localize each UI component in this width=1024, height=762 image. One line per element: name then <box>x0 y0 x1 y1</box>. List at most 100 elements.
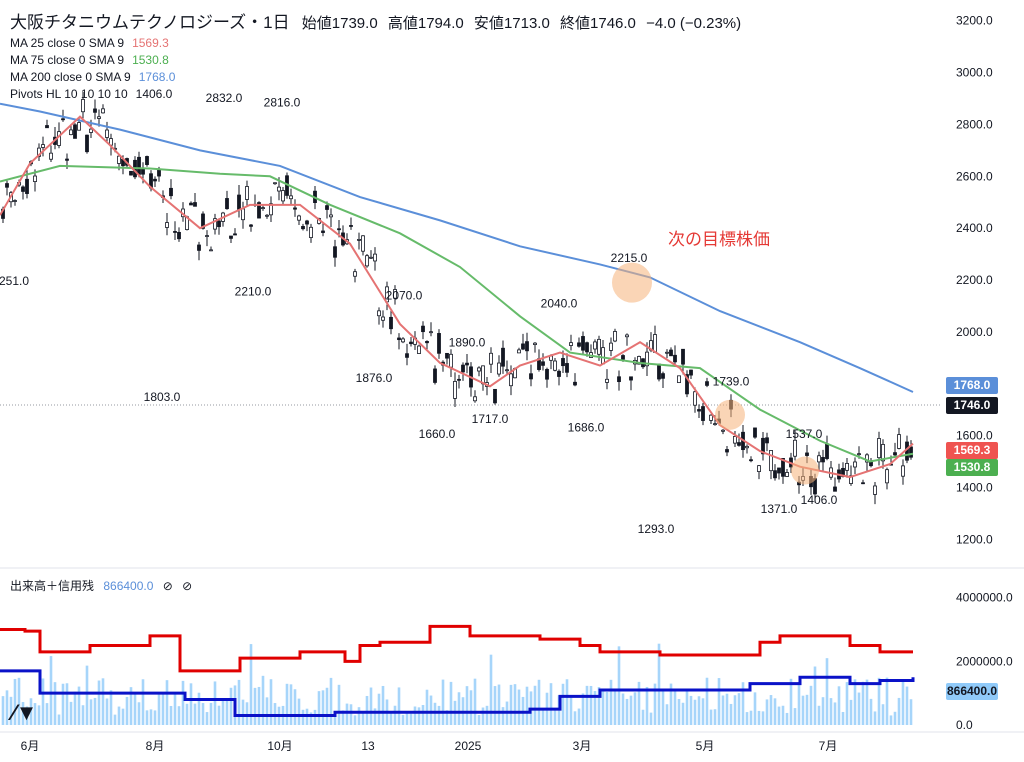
open-label: 始値 <box>301 15 332 32</box>
volume-bar <box>269 679 273 725</box>
volume-bar <box>873 711 877 725</box>
price-tick-label: 2600.0 <box>956 169 993 183</box>
pivot-label: 2816.0 <box>264 95 301 109</box>
high-label: 高値 <box>387 15 418 32</box>
volume-bar <box>185 703 189 725</box>
volume-bar <box>145 710 149 725</box>
volume-bar <box>169 705 173 725</box>
candle-body <box>845 463 849 471</box>
indicator-label: MA 75 close 0 SMA 9 <box>10 53 125 67</box>
candle-body <box>833 486 837 492</box>
volume-bar <box>853 679 857 725</box>
volume-bar <box>313 709 317 725</box>
volume-bar <box>433 702 437 725</box>
low-value: 1713.0 <box>503 15 550 32</box>
volume-bar <box>837 686 841 725</box>
volume-bar <box>717 678 721 725</box>
volume-bar <box>553 709 557 725</box>
candle-body <box>501 347 505 367</box>
volume-bar <box>773 698 777 725</box>
volume-bar <box>93 697 97 725</box>
volume-bar <box>785 712 789 725</box>
volume-header[interactable]: 出来高＋信用残 866400.0 ⊘ ⊘ <box>10 577 192 594</box>
candle-body <box>141 168 145 175</box>
indicator-label: Pivots HL 10 10 10 10 <box>10 87 128 101</box>
volume-bar <box>333 711 337 725</box>
pivot-labels: 251.0 2832.0 2816.0 2210.0 1803.0 2070.0 1876.… <box>0 91 838 536</box>
candle-body <box>533 342 537 346</box>
candle-body <box>897 434 901 449</box>
volume-bar <box>329 677 333 725</box>
candle-body <box>569 342 573 346</box>
indicator-pivots[interactable]: Pivots HL 10 10 10 10 1406.0 <box>10 87 172 101</box>
time-axis[interactable]: 6月 8月 10月 13 2025 3月 5月 7月 <box>21 739 838 753</box>
volume-bar <box>641 709 645 725</box>
volume-bar <box>109 690 113 725</box>
volume-bar <box>729 703 733 725</box>
volume-bar <box>909 699 913 725</box>
volume-bar <box>665 704 669 725</box>
volume-bar <box>465 686 469 725</box>
volume-bar <box>361 711 365 725</box>
volume-bar <box>637 681 641 725</box>
candle-body <box>877 438 881 459</box>
volume-bar <box>733 695 737 725</box>
candle-body <box>377 310 381 317</box>
volume-bar <box>857 692 861 725</box>
volume-bar <box>21 702 25 725</box>
candle-body <box>445 352 449 359</box>
volume-bar <box>569 695 573 725</box>
price-tick-label: 1600.0 <box>956 429 993 443</box>
pivot-label: 1293.0 <box>638 522 675 536</box>
price-tick-label: 2800.0 <box>956 117 993 131</box>
tradingview-logo-icon[interactable]: ⁄▼ <box>12 700 38 725</box>
candle-body <box>101 108 105 114</box>
target-price-annotation: 次の目標株価 <box>668 230 770 249</box>
indicator-ma75[interactable]: MA 75 close 0 SMA 9 1530.8 <box>10 53 169 67</box>
close-label: 終値 <box>560 15 591 32</box>
volume-bar <box>17 677 21 725</box>
candle-body <box>361 235 365 252</box>
volume-bar <box>37 705 41 725</box>
candle-body <box>205 235 209 237</box>
candle-body <box>505 369 509 372</box>
candle-body <box>337 228 341 231</box>
volume-bar <box>669 683 673 725</box>
volume-bar <box>413 706 417 725</box>
candle-body <box>69 129 73 136</box>
volume-axis[interactable]: 4000000.0 2000000.0 0.0 <box>956 591 1013 732</box>
volume-bar <box>577 708 581 725</box>
volume-tick-label: 0.0 <box>956 718 973 732</box>
candle-body <box>621 355 625 360</box>
volume-bar <box>833 702 837 725</box>
volume-bar <box>201 703 205 725</box>
symbol-title[interactable]: 大阪チタニウムテクノロジーズ・1日 <box>10 13 290 32</box>
candle-body <box>541 361 545 366</box>
volume-bar <box>549 683 553 725</box>
indicator-value: 1768.0 <box>138 70 176 84</box>
price-tick-label: 3200.0 <box>956 14 993 28</box>
high-value: 1794.0 <box>417 15 464 32</box>
candle-body <box>369 256 373 259</box>
candle-body <box>517 349 521 354</box>
highlight-circle <box>791 456 819 485</box>
candle-body <box>65 158 69 161</box>
volume-bar <box>801 695 805 725</box>
candle-body <box>825 443 829 459</box>
hide-icon[interactable]: ⊘ <box>182 579 193 593</box>
candle-body <box>669 349 673 357</box>
indicator-ma200[interactable]: MA 200 close 0 SMA 9 1768.0 <box>10 70 175 84</box>
hide-icon[interactable]: ⊘ <box>162 579 173 593</box>
volume-bar <box>141 679 145 725</box>
indicator-ma25[interactable]: MA 25 close 0 SMA 9 1569.3 <box>10 36 169 50</box>
candle-body <box>449 353 453 368</box>
price-axis[interactable]: 3200.0 3000.0 2800.0 2600.0 2400.0 2200.0 2000… <box>956 14 993 547</box>
volume-bar <box>157 693 161 725</box>
volume-bar <box>257 686 261 725</box>
candle-body <box>237 194 241 210</box>
price-grid <box>0 404 1024 733</box>
volume-bar <box>893 711 897 725</box>
volume-bar <box>489 654 493 725</box>
candle-body <box>425 341 429 344</box>
candle-body <box>77 122 81 131</box>
